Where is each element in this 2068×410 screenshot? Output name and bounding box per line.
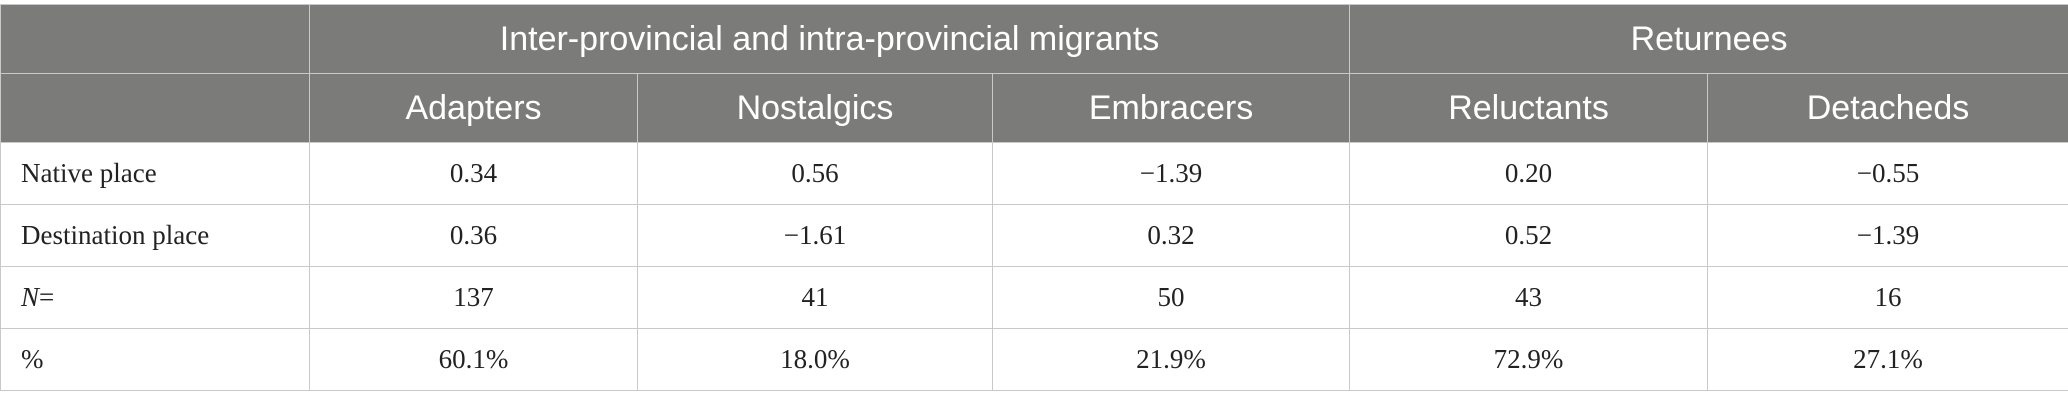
cluster-table: Inter-provincial and intra-provincial mi… (0, 4, 2068, 391)
table-cell: 16 (1708, 267, 2068, 329)
table-cell: −0.55 (1708, 143, 2068, 205)
column-header-adapters: Adapters (310, 74, 638, 143)
table-cell: −1.39 (1708, 205, 2068, 267)
table-cell: 0.56 (638, 143, 993, 205)
group-header-migrants: Inter-provincial and intra-provincial mi… (310, 5, 1350, 74)
column-header-nostalgics: Nostalgics (638, 74, 993, 143)
row-label: % (1, 329, 310, 391)
table-body: Native place 0.34 0.56 −1.39 0.20 −0.55 … (1, 143, 2068, 391)
table-cell: −1.39 (993, 143, 1350, 205)
table-cell: 60.1% (310, 329, 638, 391)
table-row-native-place: Native place 0.34 0.56 −1.39 0.20 −0.55 (1, 143, 2068, 205)
table-cell: 72.9% (1350, 329, 1708, 391)
table-cell: 0.20 (1350, 143, 1708, 205)
table-cell: −1.61 (638, 205, 993, 267)
table-cell: 41 (638, 267, 993, 329)
table-cell: 137 (310, 267, 638, 329)
column-header-blank (1, 74, 310, 143)
row-label-suffix: = (39, 282, 54, 312)
table-row-percent: % 60.1% 18.0% 21.9% 72.9% 27.1% (1, 329, 2068, 391)
table-header: Inter-provincial and intra-provincial mi… (1, 5, 2068, 143)
group-header-returnees: Returnees (1350, 5, 2068, 74)
column-header-detacheds: Detacheds (1708, 74, 2068, 143)
table-cell: 0.32 (993, 205, 1350, 267)
column-header-embracers: Embracers (993, 74, 1350, 143)
row-label: N= (1, 267, 310, 329)
row-label: Native place (1, 143, 310, 205)
table-row-n: N= 137 41 50 43 16 (1, 267, 2068, 329)
column-header-row: Adapters Nostalgics Embracers Reluctants… (1, 74, 2068, 143)
table-cell: 0.36 (310, 205, 638, 267)
group-header-row: Inter-provincial and intra-provincial mi… (1, 5, 2068, 74)
table-cell: 0.52 (1350, 205, 1708, 267)
table-row-destination-place: Destination place 0.36 −1.61 0.32 0.52 −… (1, 205, 2068, 267)
table-cell: 18.0% (638, 329, 993, 391)
row-label: Destination place (1, 205, 310, 267)
table-cell: 50 (993, 267, 1350, 329)
row-label-variable: N (21, 282, 39, 312)
column-header-reluctants: Reluctants (1350, 74, 1708, 143)
table-cell: 21.9% (993, 329, 1350, 391)
table-cell: 27.1% (1708, 329, 2068, 391)
header-corner-cell (1, 5, 310, 74)
table-cell: 0.34 (310, 143, 638, 205)
table-cell: 43 (1350, 267, 1708, 329)
